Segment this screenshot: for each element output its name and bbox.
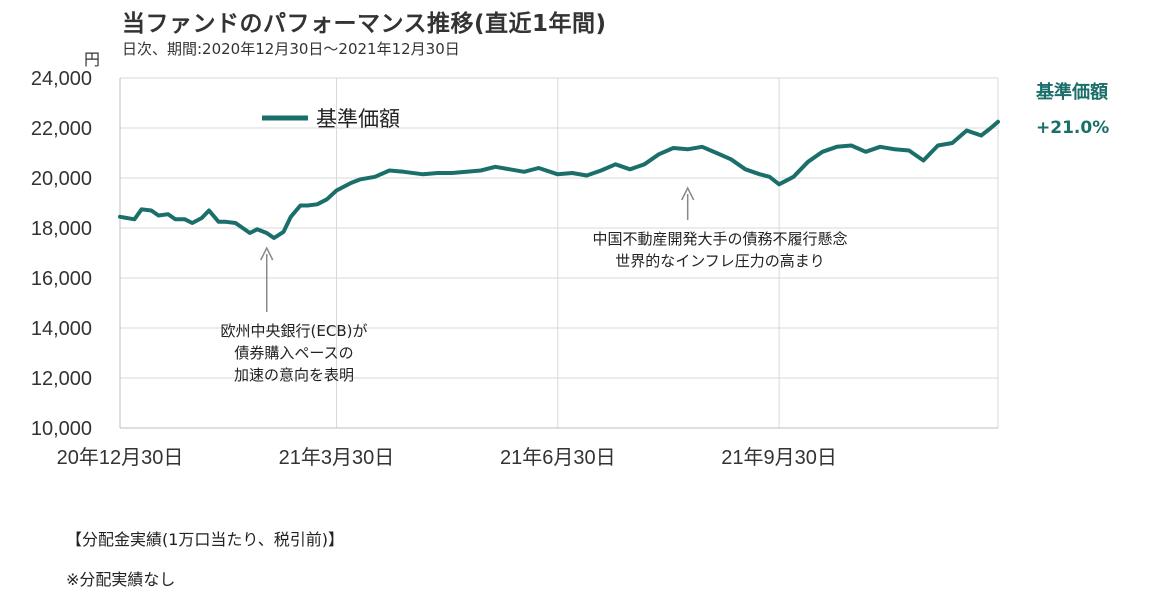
x-tick-label: 21年6月30日 <box>500 446 616 469</box>
annotation-text-line: 債券購入ペースの <box>234 344 353 362</box>
x-tick-label: 21年3月30日 <box>279 446 395 469</box>
legend-label: 基準価額 <box>316 107 400 131</box>
annotation-arrow-head <box>681 186 695 201</box>
performance-chart: 10,000 12,000 14,000 16,000 18,000 20,000 22,0… <box>31 68 1000 469</box>
y-tick-label: 22,000 <box>31 118 92 140</box>
grid-lines <box>120 77 999 429</box>
y-tick-label: 20,000 <box>31 168 92 190</box>
side-return-value: +21.0% <box>1036 118 1110 138</box>
y-tick-label: 18,000 <box>31 218 92 240</box>
chart-subtitle: 日次、期間:2020年12月30日～2021年12月30日 <box>122 40 460 58</box>
x-tick-label: 21年9月30日 <box>721 446 837 469</box>
annotation-text-line: 中国不動産開発大手の債務不履行懸念 <box>592 230 847 248</box>
y-tick-label: 10,000 <box>31 418 92 440</box>
y-tick-label: 14,000 <box>31 318 92 340</box>
x-tick-label: 20年12月30日 <box>57 446 184 469</box>
distribution-note: ※分配実績なし <box>66 570 176 589</box>
distribution-heading: 【分配金実績(1万口当たり、税引前)】 <box>66 530 345 549</box>
annotation-arrow-head <box>260 246 274 261</box>
side-series-name: 基準価額 <box>1036 82 1108 103</box>
annotation-text-line: 世界的なインフレ圧力の高まり <box>615 252 825 270</box>
y-tick-label: 24,000 <box>31 68 92 90</box>
annotation-text-line: 加速の意向を表明 <box>234 366 354 384</box>
y-tick-label: 16,000 <box>31 268 92 290</box>
annotation-text-line: 欧州中央銀行(ECB)が <box>221 322 368 340</box>
y-axis-unit: 円 <box>84 50 101 69</box>
axes: 10,000 12,000 14,000 16,000 18,000 20,000 22,0… <box>31 68 998 469</box>
y-tick-label: 12,000 <box>31 368 92 390</box>
series-layer <box>118 119 1000 240</box>
legend: 基準価額 <box>262 107 400 131</box>
chart-title: 当ファンドのパフォーマンス推移(直近1年間) <box>122 11 607 37</box>
series-line <box>118 119 1000 240</box>
